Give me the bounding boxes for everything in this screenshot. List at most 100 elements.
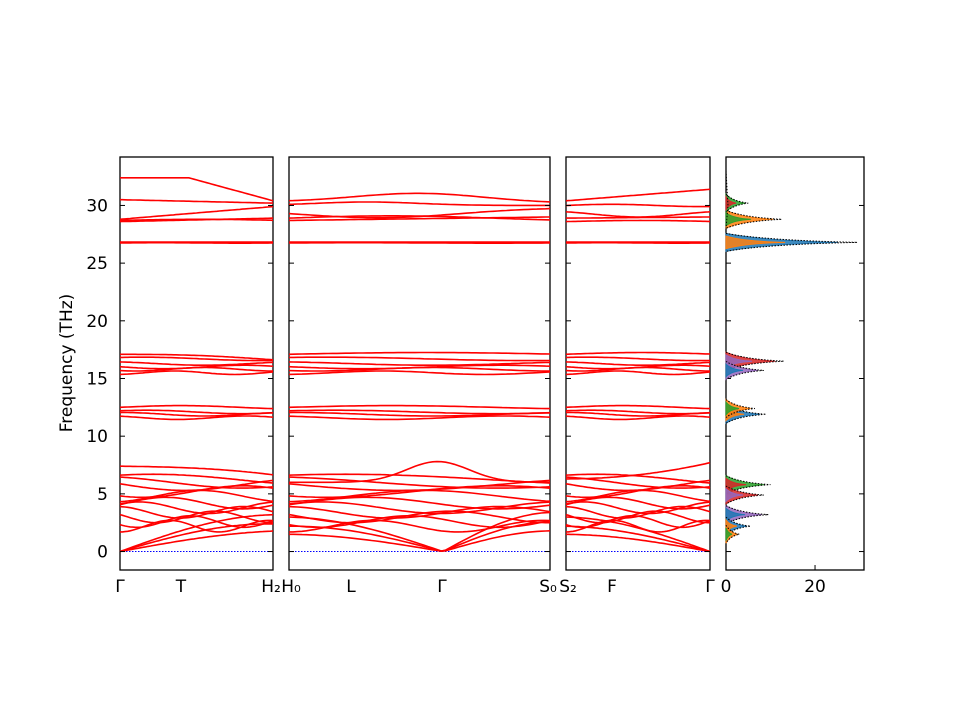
band-curve (119, 415, 274, 421)
band-curve (119, 476, 274, 489)
band-curve (289, 216, 550, 222)
dos-total-peak (725, 524, 740, 544)
x-tick-label: H₀ (281, 577, 301, 597)
band-curve (566, 519, 711, 533)
band-curve (120, 177, 274, 202)
band-curve (119, 217, 274, 223)
band-curve (120, 198, 273, 204)
dos-total-peak (725, 193, 749, 213)
band-curve (119, 411, 274, 417)
band-curve (119, 489, 274, 503)
band-curve (288, 351, 551, 356)
band-curve (288, 511, 551, 552)
band-curve (119, 523, 273, 553)
band-curve (119, 473, 274, 484)
band-curve (565, 361, 711, 366)
band-curve (289, 519, 551, 533)
band-curve (565, 525, 711, 553)
band-curve (565, 473, 711, 484)
y-tick-label: 15 (86, 369, 108, 389)
dos-partial-peak (725, 487, 744, 503)
dos-partial-peak (725, 235, 786, 250)
band-curve (289, 356, 551, 362)
x-tick-label: S₀ (539, 577, 557, 597)
dos-x-tick-label: 20 (804, 577, 826, 597)
band-curve (119, 370, 274, 376)
band-curve (565, 489, 711, 503)
band-curve (288, 215, 551, 221)
band-curve (119, 496, 274, 510)
band-curve (566, 216, 710, 219)
band-curve (565, 203, 710, 208)
band-curve (120, 356, 274, 362)
band-curve (288, 404, 550, 410)
band-curve (288, 496, 551, 510)
dos-total-peak (725, 360, 764, 380)
dos-total-peak (725, 209, 782, 229)
y-axis-label: Frequency (THz) (57, 294, 77, 433)
band-curve (119, 205, 274, 221)
band-curve (119, 510, 273, 524)
band-curve (120, 465, 274, 476)
band-curve (120, 353, 274, 361)
dos-total-peak (725, 399, 755, 418)
x-tick-label: Γ (437, 577, 447, 597)
band-curve (288, 370, 551, 376)
x-tick-label: H₂ (261, 577, 281, 597)
x-tick-label: Γ (115, 577, 125, 597)
dos-x-tick-label: 0 (721, 577, 732, 597)
band-curve (566, 533, 711, 553)
band-curve (288, 473, 551, 484)
band-curve (288, 361, 551, 366)
band-curve (565, 411, 711, 417)
dos-partial-peak (725, 362, 744, 378)
band-curve (119, 404, 273, 410)
dos-total-peak (725, 505, 769, 525)
band-panel-frame-3 (565, 156, 711, 571)
dos-partial-peak (725, 527, 733, 541)
band-curve (565, 496, 711, 510)
dos-partial-peak (725, 194, 737, 212)
x-tick-label: S₂ (559, 577, 577, 597)
band-curve (565, 188, 711, 202)
band-curve (289, 520, 551, 552)
y-tick-label: 30 (86, 196, 108, 216)
band-curve (565, 415, 711, 421)
y-tick-label: 10 (86, 427, 108, 447)
band-curve (119, 366, 273, 372)
band-curve (288, 411, 551, 417)
band-curve (565, 219, 710, 223)
band-curve (288, 201, 550, 207)
band-curve (565, 510, 710, 524)
dos-total-peak (725, 351, 784, 371)
x-tick-label: F (607, 577, 617, 597)
y-tick-label: 20 (86, 312, 108, 332)
dos-partial-peak (725, 400, 740, 417)
y-tick-label: 0 (97, 543, 108, 563)
band-curve (288, 476, 551, 489)
y-tick-label: 25 (86, 254, 108, 274)
band-curve (565, 476, 711, 489)
dos-total-peak (725, 516, 751, 536)
x-tick-label: Γ (705, 577, 715, 597)
band-curve (565, 516, 711, 553)
band-curve (288, 366, 550, 372)
band-curve (565, 404, 710, 410)
band-curve (565, 351, 711, 356)
band-curve (565, 370, 711, 376)
band-curve (119, 530, 274, 553)
band-curve (119, 361, 274, 366)
band-panel-frame-2 (288, 156, 551, 571)
x-tick-label: T (175, 577, 187, 597)
band-curve (119, 513, 274, 553)
band-panel-frame-1 (119, 156, 274, 571)
band-curve (566, 356, 711, 362)
y-tick-label: 5 (97, 485, 108, 505)
band-curve (288, 415, 551, 421)
dos-partial-peak (725, 212, 752, 227)
dos-total-peak (725, 485, 764, 505)
band-curve (288, 489, 551, 503)
band-curve (289, 530, 551, 553)
band-curve (288, 192, 551, 203)
